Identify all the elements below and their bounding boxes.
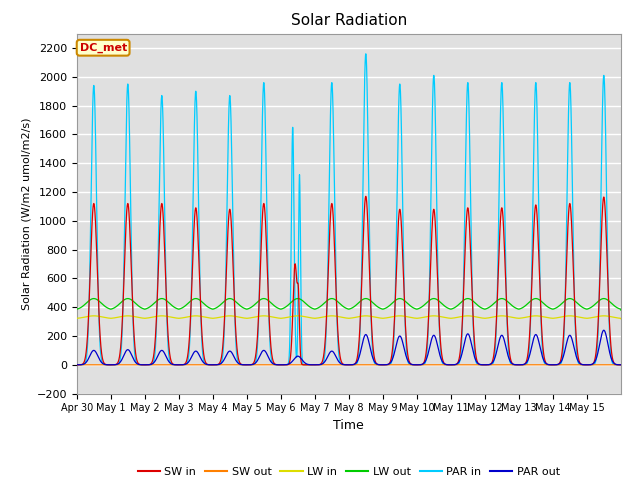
- Y-axis label: Solar Radiation (W/m2 umol/m2/s): Solar Radiation (W/m2 umol/m2/s): [21, 117, 31, 310]
- Text: DC_met: DC_met: [79, 43, 127, 53]
- Title: Solar Radiation: Solar Radiation: [291, 13, 407, 28]
- Legend: SW in, SW out, LW in, LW out, PAR in, PAR out: SW in, SW out, LW in, LW out, PAR in, PA…: [133, 462, 564, 480]
- X-axis label: Time: Time: [333, 419, 364, 432]
